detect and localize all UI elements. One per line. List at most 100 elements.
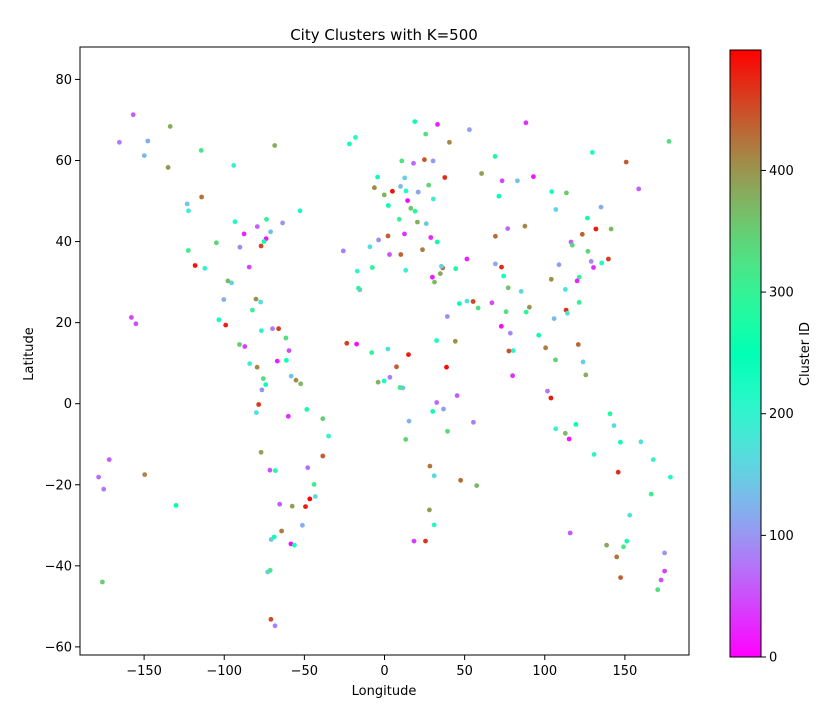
city-point xyxy=(271,534,277,540)
city-point xyxy=(129,315,134,320)
colorbar-ticks: 0 100 200 300 400 xyxy=(761,164,794,666)
city-point xyxy=(431,522,437,528)
city-point xyxy=(258,449,264,455)
city-point xyxy=(225,278,231,284)
city-point xyxy=(396,216,402,222)
city-point xyxy=(591,265,596,270)
city-point xyxy=(604,542,609,548)
x-tick-label: 100 xyxy=(532,664,557,679)
city-point xyxy=(277,501,283,507)
city-point xyxy=(263,382,269,387)
city-point xyxy=(593,226,599,232)
city-point xyxy=(420,247,425,253)
city-point xyxy=(276,326,281,332)
colorbar-label: Cluster ID xyxy=(798,322,813,386)
city-point xyxy=(576,300,582,305)
y-tick-label: −20 xyxy=(45,478,72,493)
x-tick-label: 50 xyxy=(456,664,473,679)
city-point xyxy=(340,248,346,254)
city-point xyxy=(576,274,582,280)
city-point xyxy=(655,587,661,593)
city-point xyxy=(100,579,105,585)
city-point xyxy=(403,188,409,194)
city-point xyxy=(141,153,147,159)
city-point xyxy=(381,378,387,384)
colorbar-tick-label: 200 xyxy=(769,407,794,422)
city-point xyxy=(471,419,476,425)
city-point xyxy=(621,544,626,550)
city-point xyxy=(585,215,590,221)
city-point xyxy=(434,400,440,405)
city-point xyxy=(353,135,358,140)
colorbar xyxy=(729,49,762,658)
city-point xyxy=(454,393,460,398)
city-point xyxy=(273,468,278,473)
city-point xyxy=(402,231,407,237)
city-point xyxy=(623,159,629,165)
city-point xyxy=(303,504,308,509)
city-point xyxy=(130,112,136,118)
city-point xyxy=(411,538,417,544)
city-point xyxy=(268,616,274,622)
x-axis-label: Longitude xyxy=(352,684,417,699)
city-point xyxy=(522,223,528,229)
city-point xyxy=(493,261,498,267)
city-point xyxy=(254,224,260,230)
city-point xyxy=(231,163,237,168)
city-point xyxy=(387,374,393,380)
city-point xyxy=(285,413,291,419)
city-point xyxy=(551,316,557,321)
city-point xyxy=(452,338,458,344)
x-tick-label: −150 xyxy=(126,664,162,679)
city-point xyxy=(369,350,375,355)
city-point xyxy=(242,344,248,349)
city-point xyxy=(501,273,506,279)
city-point xyxy=(627,512,633,518)
city-point xyxy=(408,205,414,211)
city-point xyxy=(354,341,359,347)
city-point xyxy=(398,184,403,189)
city-point xyxy=(246,264,252,270)
city-point xyxy=(264,216,269,222)
city-point xyxy=(259,387,265,393)
city-point xyxy=(575,342,581,347)
x-tick-label: −50 xyxy=(291,664,318,679)
city-point xyxy=(142,472,148,477)
city-point xyxy=(320,416,326,422)
city-point xyxy=(372,185,377,191)
colorbar-tick-label: 0 xyxy=(769,651,777,666)
city-point xyxy=(293,377,299,383)
city-point xyxy=(475,305,481,311)
city-point xyxy=(608,226,614,232)
city-point xyxy=(356,285,361,291)
x-tick-label: −100 xyxy=(206,664,242,679)
city-point xyxy=(607,411,613,417)
city-point xyxy=(223,322,229,328)
city-point xyxy=(415,189,421,195)
city-point xyxy=(96,474,101,480)
city-point xyxy=(427,507,432,513)
city-point xyxy=(479,171,484,176)
city-point xyxy=(498,323,504,329)
y-tick-label: 80 xyxy=(55,73,72,88)
city-point xyxy=(406,352,411,357)
city-point xyxy=(548,276,554,282)
city-point xyxy=(367,244,373,250)
city-point xyxy=(256,402,262,407)
city-point xyxy=(399,158,405,164)
city-point xyxy=(439,263,444,269)
x-tick-label: 150 xyxy=(612,664,637,679)
city-point xyxy=(566,436,572,442)
city-point xyxy=(499,178,505,184)
city-point xyxy=(406,418,412,424)
city-point xyxy=(636,186,642,192)
city-point xyxy=(441,406,446,412)
city-point xyxy=(307,496,313,502)
city-point xyxy=(300,522,305,528)
y-tick-label: −40 xyxy=(45,559,72,574)
city-point xyxy=(254,364,260,370)
city-point xyxy=(403,267,409,273)
city-point xyxy=(503,309,509,315)
city-point xyxy=(305,465,311,471)
city-point xyxy=(426,182,432,188)
